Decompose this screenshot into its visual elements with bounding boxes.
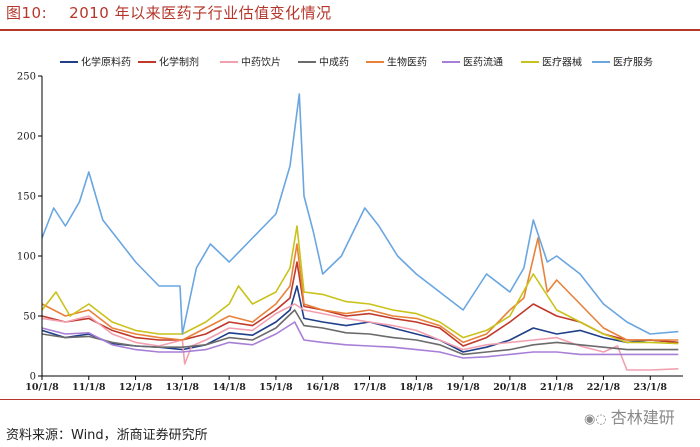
legend-label-6: 医药流通 [463, 56, 503, 69]
y-tick-label: 250 [17, 72, 36, 83]
x-tick-label: 19/1/8 [446, 382, 480, 393]
watermark-text: 杏林建研 [610, 408, 675, 427]
x-tick-label: 15/1/8 [259, 382, 293, 393]
legend-label-2: 化学制剂 [159, 56, 199, 69]
chart-axes: 0 50 100 150 200 250 10/1/8 11/1/8 12/1/8 13/1/8 1… [17, 72, 683, 393]
legend-label-4: 中成药 [319, 56, 349, 69]
y-tick-label: 50 [23, 312, 36, 323]
x-tick-label: 18/1/8 [400, 382, 434, 393]
chart-legend: 化学原料药 化学制剂 中药饮片 中成药 生物医药 医药流通 医疗器械 医疗服务 [60, 56, 653, 69]
watermark: ◉◌ 杏林建研 [584, 404, 675, 428]
legend-label-1: 化学原料药 [81, 56, 131, 69]
x-tick-label: 11/1/8 [72, 382, 106, 393]
series-line-2 [41, 261, 679, 347]
series-line-6 [41, 321, 679, 359]
series-line-7 [41, 225, 679, 345]
title-rule [0, 29, 700, 31]
x-tick-label: 23/1/8 [634, 382, 668, 393]
x-tick-label: 21/1/8 [540, 382, 574, 393]
plot-area [41, 93, 679, 371]
x-tick-label: 20/1/8 [493, 382, 527, 393]
x-tick-label: 13/1/8 [166, 382, 200, 393]
bottom-rule [0, 399, 700, 400]
figure-label: 图10: [6, 4, 48, 22]
legend-label-7: 医疗器械 [542, 56, 582, 69]
y-tick-label: 150 [17, 192, 36, 203]
x-tick-label: 14/1/8 [212, 382, 246, 393]
chart-svg: 化学原料药 化学制剂 中药饮片 中成药 生物医药 医药流通 医疗器械 医疗服务 0 50 100 1… [17, 56, 683, 393]
legend-label-3: 中药饮片 [241, 56, 281, 69]
x-tick-label: 22/1/8 [587, 382, 621, 393]
y-tick-label: 0 [30, 372, 36, 383]
x-tick-label: 10/1/8 [25, 382, 59, 393]
legend-label-5: 生物医药 [387, 56, 427, 69]
legend-label-8: 医疗服务 [613, 56, 653, 69]
x-tick-label: 17/1/8 [353, 382, 387, 393]
series-line-5 [41, 237, 679, 344]
figure-title-text: 2010 年以来医药子行业估值变化情况 [69, 4, 332, 22]
series-line-8 [41, 93, 679, 335]
x-tick-label: 16/1/8 [306, 382, 340, 393]
y-tick-label: 200 [17, 132, 36, 143]
y-tick-label: 100 [17, 252, 36, 263]
source-note: 资料来源：Wind，浙商证券研究所 [6, 428, 208, 443]
wechat-icon: ◉◌ [584, 412, 607, 427]
figure-title: 图10: 2010 年以来医药子行业估值变化情况 [6, 2, 332, 23]
series-line-4 [41, 309, 679, 356]
x-tick-label: 12/1/8 [119, 382, 153, 393]
